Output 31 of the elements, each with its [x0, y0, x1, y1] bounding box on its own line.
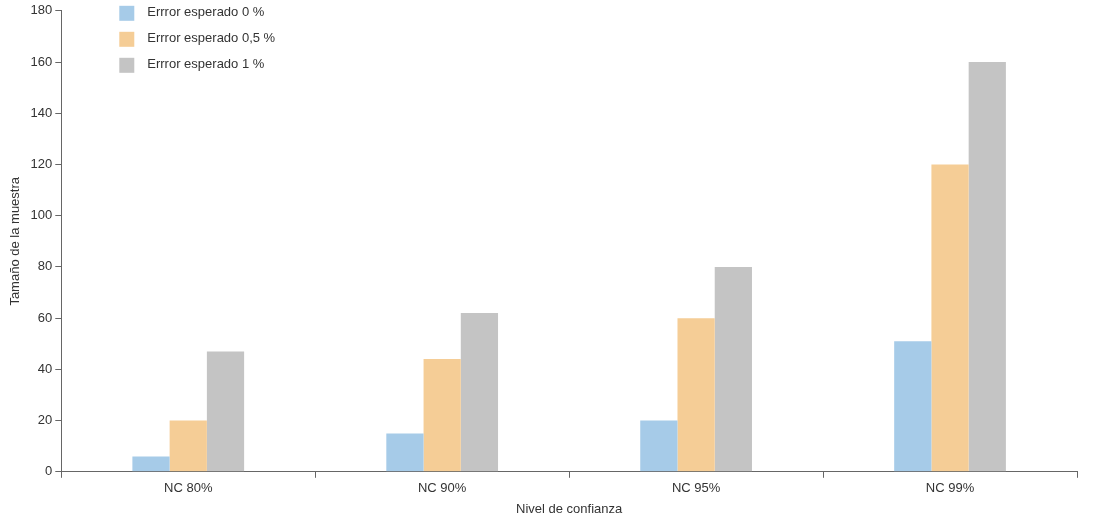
y-tick-label: 60: [37, 309, 53, 325]
x-axis-title: Nivel de confianza: [516, 500, 624, 516]
legend-label: Errror esperado 0,5 %: [147, 30, 276, 46]
y-tick-label: 100: [30, 207, 53, 223]
y-tick-label: 120: [30, 156, 53, 172]
bar: [386, 433, 424, 472]
bar: [968, 62, 1006, 472]
y-tick-label: 80: [37, 258, 53, 274]
bar: [169, 420, 207, 472]
bar: [640, 420, 678, 472]
bar: [206, 351, 245, 472]
y-tick-label: 0: [45, 463, 53, 479]
bar: [423, 359, 461, 472]
legend-label: Errror esperado 0 %: [147, 4, 265, 20]
y-tick-label: 140: [30, 104, 53, 120]
bar: [714, 266, 752, 472]
y-tick-label: 20: [37, 412, 53, 428]
legend-label: Errror esperado 1 %: [147, 56, 265, 72]
y-tick-label: 180: [30, 2, 53, 18]
y-tick-label: 160: [30, 53, 53, 69]
y-tick-label: 40: [37, 360, 53, 376]
y-axis-title: Tamaño de la muestra: [7, 176, 23, 306]
bar: [894, 341, 932, 472]
bar: [132, 456, 170, 472]
x-tick-label: NC 95%: [671, 480, 721, 496]
bar: [460, 313, 499, 472]
x-tick-label: NC 80%: [164, 480, 213, 496]
x-tick-label: NC 99%: [925, 480, 975, 496]
bar: [931, 164, 969, 472]
x-tick-label: NC 90%: [417, 480, 467, 496]
bar: [677, 318, 715, 472]
